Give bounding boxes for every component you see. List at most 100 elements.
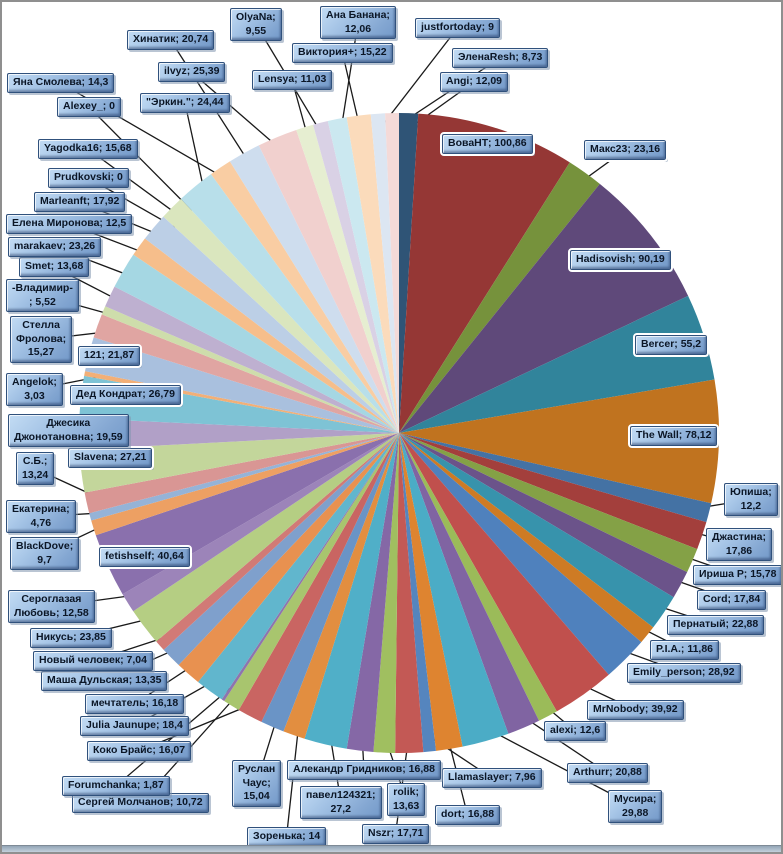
pie-slice-46[interactable]: marakaev; 23,26 <box>114 254 400 433</box>
data-label-60[interactable]: justfortoday; 9 <box>415 18 500 38</box>
pie-slice-6[interactable]: Юпиша; 12,2 <box>399 433 712 523</box>
data-label-1[interactable]: ВоваНТ; 100,86 <box>440 132 535 156</box>
data-label-52[interactable]: "Эркин."; 24,44 <box>140 93 230 113</box>
data-label-43[interactable]: Стелла Фролова; 15,27 <box>10 316 73 363</box>
data-label-45[interactable]: Smet; 13,68 <box>19 257 90 277</box>
pie-slice-43[interactable]: Стелла Фролова; 15,27 <box>93 314 400 433</box>
pie-slice-19[interactable]: Nszr; 17,71 <box>395 433 424 754</box>
data-label-32[interactable]: Никусь; 23,85 <box>30 628 112 648</box>
data-label-31[interactable]: Новый человек; 7,04 <box>33 651 153 671</box>
data-label-5[interactable]: The Wall; 78,12 <box>627 424 720 448</box>
pie-slice-31[interactable]: Новый человек; 7,04 <box>156 433 399 650</box>
pie-slice-29[interactable]: мечтатель; 16,18 <box>178 433 399 683</box>
pie-slice-7[interactable]: Джастина; 17,86 <box>399 433 707 550</box>
data-label-11[interactable]: P.I.A.; 11,86 <box>650 640 720 660</box>
pie-slice-47[interactable]: Елена Миронова; 12,5 <box>133 238 399 433</box>
data-label-10[interactable]: Пернатый; 22,88 <box>667 615 765 635</box>
pie-slice-17[interactable]: dort; 16,88 <box>399 433 463 751</box>
pie-slice-61[interactable]: ЭленаResh; 8,73 <box>385 112 399 433</box>
data-label-4[interactable]: Bercer; 55,2 <box>632 333 710 357</box>
data-label-44[interactable]: -Владимир-; 5,52 <box>6 279 79 313</box>
data-label-20[interactable]: rolik; 13,63 <box>387 783 426 817</box>
pie-slice-42[interactable]: 121; 21,87 <box>85 337 399 433</box>
data-label-53[interactable]: Яна Смолева; 14,3 <box>7 73 115 93</box>
pie-slice-3[interactable]: Hadisovish; 90,19 <box>399 183 689 433</box>
data-label-58[interactable]: Ана Банана; 12,06 <box>320 6 396 40</box>
data-label-12[interactable]: Emily_person; 28,92 <box>627 663 741 683</box>
data-label-51[interactable]: Alexey_; 0 <box>57 97 121 117</box>
data-label-61[interactable]: ЭленаResh; 8,73 <box>452 48 549 68</box>
data-label-0[interactable]: Angi; 12,09 <box>440 72 509 92</box>
pie-slice-52[interactable]: "Эркин."; 24,44 <box>180 174 399 433</box>
pie-slice-9[interactable]: Cord; 17,84 <box>399 433 688 598</box>
data-label-25[interactable]: Коко Брайс; 16,07 <box>87 741 192 761</box>
data-label-22[interactable]: павел124321; 27,2 <box>300 786 382 820</box>
pie-slice-15[interactable]: Arthurr; 20,88 <box>399 433 540 734</box>
data-label-16[interactable]: Мусира; 29,88 <box>608 790 663 824</box>
data-label-14[interactable]: alexi; 12,6 <box>544 721 607 741</box>
pie-slice-60[interactable]: justfortoday; 9 <box>370 113 399 434</box>
pie-slice-22[interactable]: павел124321; 27,2 <box>304 433 399 749</box>
pie-slice-10[interactable]: Пернатый; 22,88 <box>399 433 674 628</box>
data-label-38[interactable]: Slavena; 27,21 <box>65 446 155 470</box>
data-label-3[interactable]: Hadisovish; 90,19 <box>568 248 673 272</box>
pie-slice-14[interactable]: alexi; 12,6 <box>399 433 557 721</box>
data-label-18[interactable]: Llamaslayer; 7,96 <box>442 768 542 788</box>
pie-slice-2[interactable]: Макс23; 23,16 <box>399 162 600 433</box>
data-label-13[interactable]: MrNobody; 39,92 <box>587 700 684 720</box>
data-label-59[interactable]: Виктория+; 15,22 <box>292 43 393 63</box>
data-label-19[interactable]: Nszr; 17,71 <box>362 824 430 844</box>
data-label-55[interactable]: ilvyz; 25,39 <box>158 62 226 82</box>
pie-slice-59[interactable]: Виктория+; 15,22 <box>346 114 399 433</box>
data-label-6[interactable]: Юпиша; 12,2 <box>724 483 778 517</box>
pie-slice-1[interactable]: ВоваНТ; 100,86 <box>399 113 570 433</box>
pie-slice-38[interactable]: Slavena; 27,21 <box>79 433 400 493</box>
pie-slice-55[interactable]: ilvyz; 25,39 <box>258 129 399 433</box>
data-label-36[interactable]: Екатерина; 4,76 <box>6 500 76 534</box>
data-label-56[interactable]: Lensya; 11,03 <box>252 70 333 90</box>
data-label-33[interactable]: Сероглазая Любовь; 12,58 <box>8 590 95 624</box>
data-label-42[interactable]: 121; 21,87 <box>75 344 143 368</box>
data-label-41[interactable]: Angelok; 3,03 <box>6 373 63 407</box>
data-label-50[interactable]: Yagodka16; 15,68 <box>38 139 138 159</box>
data-label-46[interactable]: marakaev; 23,26 <box>8 237 102 257</box>
data-label-15[interactable]: Arthurr; 20,88 <box>567 763 648 783</box>
pie-slice-45[interactable]: Smet; 13,68 <box>105 286 400 433</box>
data-label-7[interactable]: Джастина; 17,86 <box>706 528 773 562</box>
data-label-26[interactable]: Сергей Молчанов; 10,72 <box>72 793 209 813</box>
pie-slice-21[interactable]: Алекандр Гридников; 16,88 <box>346 433 399 752</box>
pie-slice-26[interactable]: Сергей Молчанов; 10,72 <box>224 433 399 710</box>
pie-slice-53[interactable]: Яна Смолева; 14,3 <box>210 161 399 433</box>
data-label-37[interactable]: С.Б.; 13,24 <box>16 452 55 486</box>
pie-slice-8[interactable]: Ириша Р; 15,78 <box>399 433 698 573</box>
pie-slice-20[interactable]: rolik; 13,63 <box>373 433 399 753</box>
data-label-17[interactable]: dort; 16,88 <box>435 805 501 825</box>
pie-slice-35[interactable]: BlackDove; 9,7 <box>91 433 400 536</box>
pie-slice-4[interactable]: Bercer; 55,2 <box>399 295 715 433</box>
pie-slice-11[interactable]: P.I.A.; 11,86 <box>399 433 654 643</box>
pie-slice-37[interactable]: С.Б.; 13,24 <box>84 433 399 514</box>
data-label-48[interactable]: Marleanft; 17,92 <box>34 192 126 212</box>
data-label-21[interactable]: Алекандр Гридников; 16,88 <box>287 760 441 780</box>
pie-slice-58[interactable]: Ана Банана; 12,06 <box>327 117 399 433</box>
pie-slice-36[interactable]: Екатерина; 4,76 <box>89 433 399 521</box>
data-label-23[interactable]: Зоренька; 14 <box>247 827 327 847</box>
pie-slice-30[interactable]: Маша Дульская; 13,35 <box>163 433 399 666</box>
pie-slice-33[interactable]: Сероглазая Любовь; 12,58 <box>122 433 399 612</box>
pie-slice-18[interactable]: Llamaslayer; 7,96 <box>399 433 436 753</box>
pie-slice-39[interactable]: Джесика Джонотановна; 19,59 <box>79 418 400 450</box>
data-label-49[interactable]: Prudkovski; 0 <box>48 168 129 188</box>
pie-slice-27[interactable]: Forumchanka; 1,87 <box>221 433 399 702</box>
pie-slice-50[interactable]: Yagodka16; 15,68 <box>163 198 399 433</box>
data-label-28[interactable]: Julia Jaunupe; 18,4 <box>80 716 189 736</box>
pie-slice-32[interactable]: Никусь; 23,85 <box>133 433 399 642</box>
data-label-40[interactable]: Дед Кондрат; 26,79 <box>68 383 183 407</box>
data-label-2[interactable]: Макс23; 23,16 <box>581 138 669 162</box>
data-label-57[interactable]: OlyaNa; 9,55 <box>230 8 282 42</box>
pie-slice-56[interactable]: Lensya; 11,03 <box>296 124 399 433</box>
data-label-39[interactable]: Джесика Джонотановна; 19,59 <box>8 414 129 448</box>
pie-slice-28[interactable]: Julia Jaunupe; 18,4 <box>198 433 399 700</box>
pie-slice-24[interactable]: Руслан Чаус; 15,04 <box>261 433 399 732</box>
pie-slice-0[interactable]: Angi; 12,09 <box>399 113 419 433</box>
pie-slice-16[interactable]: Мусира; 29,88 <box>399 433 509 747</box>
